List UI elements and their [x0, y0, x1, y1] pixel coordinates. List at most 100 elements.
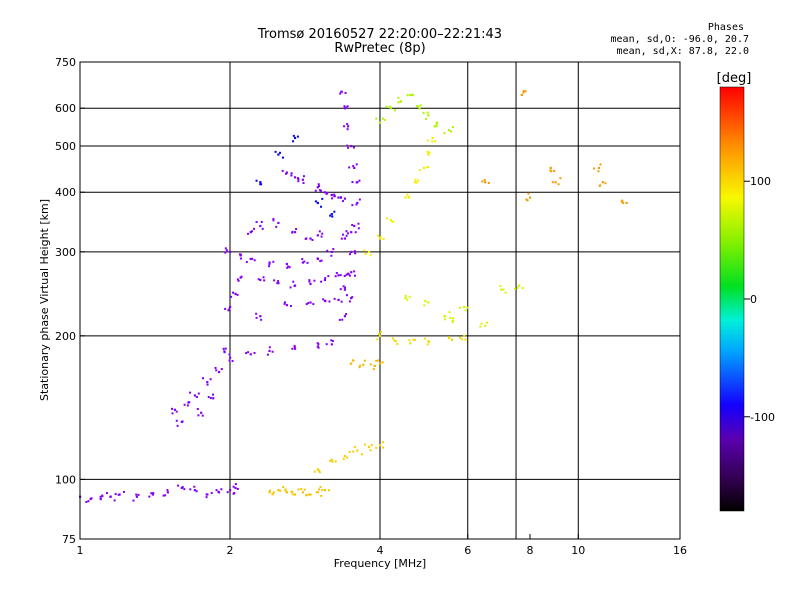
echo-points	[79, 90, 628, 503]
echo-point-scatter	[290, 172, 293, 175]
echo-point	[343, 197, 347, 200]
echo-point-scatter	[346, 456, 349, 459]
echo-point	[431, 136, 434, 140]
echo-point-scatter	[245, 352, 248, 355]
y-tick-label: 500	[55, 140, 76, 153]
echo-point-scatter	[255, 316, 258, 319]
echo-point-scatter	[279, 151, 282, 154]
echo-point-scatter	[239, 253, 242, 256]
echo-point	[330, 458, 333, 461]
echo-point	[367, 445, 371, 449]
echo-point-scatter	[293, 284, 296, 287]
echo-point-scatter	[382, 446, 385, 449]
echo-point-scatter	[272, 218, 275, 221]
echo-point-scatter	[345, 294, 348, 297]
echo-point	[379, 362, 382, 365]
echo-point-scatter	[307, 493, 310, 496]
echo-point	[285, 171, 288, 174]
echo-point-scatter	[321, 197, 324, 200]
echo-point	[259, 181, 262, 184]
echo-point-scatter	[318, 471, 321, 474]
echo-point-scatter	[551, 181, 554, 184]
echo-point	[277, 221, 280, 225]
echo-point-scatter	[230, 295, 233, 298]
echo-point-scatter	[272, 491, 275, 494]
echo-point-scatter	[224, 251, 227, 254]
echo-point-scatter	[255, 220, 258, 223]
x-tick-label: 8	[527, 544, 534, 557]
y-tick-label: 750	[55, 56, 76, 69]
echo-point	[330, 343, 333, 346]
echo-point-scatter	[622, 201, 625, 204]
echo-point-scatter	[428, 341, 431, 344]
echo-point	[200, 411, 203, 414]
echo-point-scatter	[332, 248, 335, 251]
echo-point	[451, 319, 455, 323]
echo-point-scatter	[268, 263, 271, 266]
echo-point-scatter	[176, 424, 179, 427]
echo-point-scatter	[415, 181, 418, 184]
echo-point-scatter	[620, 200, 623, 203]
echo-point-scatter	[330, 254, 333, 257]
echo-point-scatter	[327, 275, 330, 278]
colorbar-label: [deg]	[717, 71, 752, 86]
echo-point	[330, 213, 333, 216]
echo-point-scatter	[415, 105, 418, 108]
echo-point	[404, 297, 407, 300]
echo-point	[379, 444, 382, 447]
echo-point-scatter	[228, 353, 231, 356]
echo-point-scatter	[452, 125, 455, 128]
colorbar-tick-label: 100	[750, 175, 771, 188]
echo-point-scatter	[175, 419, 178, 422]
echo-point-scatter	[352, 450, 355, 453]
echo-point-scatter	[444, 318, 447, 321]
echo-point-scatter	[87, 500, 90, 503]
echo-point-scatter	[358, 366, 361, 369]
x-axis-ticks: 1 2 4 6 8 10 16	[77, 534, 687, 557]
echo-point-scatter	[459, 336, 462, 339]
echo-point	[362, 363, 365, 366]
echo-point-scatter	[513, 287, 516, 290]
echo-point	[484, 324, 487, 327]
echo-point-scatter	[234, 483, 237, 486]
echo-point-scatter	[281, 169, 284, 172]
echo-point-scatter	[340, 90, 343, 93]
echo-point-scatter	[392, 220, 395, 223]
echo-point-scatter	[499, 285, 502, 288]
echo-point-scatter	[339, 92, 342, 95]
echo-point-scatter	[106, 492, 109, 495]
echo-point-scatter	[212, 393, 215, 396]
x-tick-label: 1	[77, 544, 84, 557]
echo-point-scatter	[412, 338, 415, 341]
echo-point	[316, 468, 319, 471]
echo-point-scatter	[285, 490, 288, 493]
echo-point-scatter	[381, 361, 384, 364]
echo-point-scatter	[268, 346, 271, 349]
chart-title: Tromsø 20160527 22:20:00–22:21:43	[257, 27, 503, 42]
echo-point	[151, 493, 155, 496]
y-tick-label: 400	[55, 186, 76, 199]
echo-point-scatter	[315, 491, 318, 494]
echo-point-scatter	[222, 347, 225, 350]
echo-point-scatter	[272, 219, 275, 222]
echo-point-scatter	[272, 260, 275, 263]
echo-point-scatter	[427, 166, 430, 169]
echo-point-scatter	[317, 346, 320, 349]
echo-point-scatter	[443, 132, 446, 135]
echo-point-scatter	[393, 339, 396, 342]
echo-point-scatter	[201, 414, 204, 417]
echo-point-scatter	[114, 492, 117, 495]
echo-point-scatter	[297, 180, 300, 183]
echo-point-scatter	[423, 304, 426, 307]
echo-point-scatter	[345, 230, 348, 233]
echo-point-scatter	[348, 166, 351, 169]
echo-point-scatter	[381, 117, 384, 120]
echo-point-scatter	[408, 295, 411, 298]
echo-point	[193, 489, 197, 492]
echo-point-scatter	[262, 276, 265, 279]
echo-point-scatter	[318, 185, 321, 188]
echo-point-scatter	[233, 491, 236, 494]
echo-point-scatter	[324, 300, 327, 303]
echo-point-scatter	[171, 412, 174, 415]
echo-point-scatter	[170, 407, 173, 410]
